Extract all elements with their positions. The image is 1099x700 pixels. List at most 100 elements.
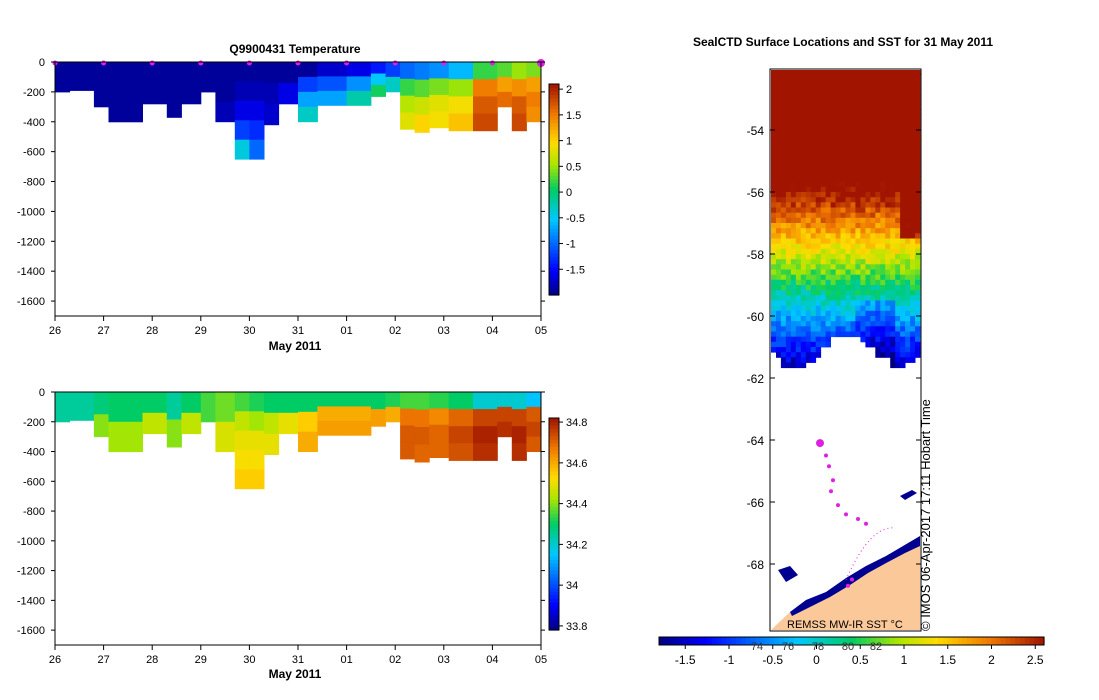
- sst-cell: [815, 341, 822, 348]
- sst-cell: [860, 109, 866, 115]
- sst-cell: [815, 352, 822, 358]
- sst-cell: [795, 228, 802, 234]
- colorbar-segment: [870, 637, 877, 645]
- sst-cell: [895, 78, 901, 84]
- sst-cell: [820, 300, 827, 307]
- sst-cell: [780, 223, 787, 229]
- sst-cell: [790, 316, 797, 322]
- sst-cell: [905, 161, 911, 167]
- sst-cell: [776, 171, 782, 177]
- sst-cell: [780, 207, 787, 214]
- sst-cell: [805, 357, 812, 363]
- section-cell: [511, 62, 527, 80]
- sst-cell: [840, 248, 846, 255]
- sst-cell: [805, 217, 812, 224]
- sst-cell: [895, 212, 901, 219]
- sst-cell: [810, 104, 817, 110]
- sst-cell: [835, 78, 841, 84]
- background-tick-label: 78: [812, 641, 824, 653]
- colorbar-segment: [549, 619, 559, 624]
- sst-cell: [875, 73, 881, 79]
- sst-cell: [895, 130, 901, 136]
- colorbar-segment: [861, 637, 867, 645]
- sst-cell: [805, 279, 812, 286]
- sst-cell: [875, 269, 881, 276]
- sst-cell: [885, 150, 891, 157]
- section-cell: [234, 81, 250, 102]
- colorbar-segment: [933, 637, 939, 645]
- colorbar-segment: [697, 637, 703, 645]
- sst-cell: [805, 341, 812, 348]
- sst-cell: [785, 207, 792, 214]
- sst-cell: [900, 202, 906, 208]
- sst-cell: [885, 352, 891, 358]
- sst-cell: [885, 326, 891, 332]
- sst-cell: [860, 155, 866, 162]
- sst-cell: [790, 93, 797, 100]
- sst-cell: [880, 321, 886, 327]
- sst-cell: [890, 352, 896, 358]
- sst-cell: [780, 119, 787, 126]
- sst-cell: [900, 259, 906, 265]
- sst-cell: [835, 186, 841, 193]
- sst-cell: [805, 264, 812, 270]
- sst-cell: [860, 70, 866, 76]
- sst-cell: [890, 321, 896, 327]
- sst-cell: [840, 135, 846, 141]
- coastal-ice-patch: [900, 490, 917, 500]
- sst-cell: [800, 223, 807, 229]
- colorbar-segment: [549, 256, 559, 261]
- section-cell: [385, 62, 401, 78]
- sst-cell: [840, 176, 846, 183]
- sst-cell: [800, 228, 807, 234]
- sst-cell: [771, 316, 777, 322]
- sst-cell: [895, 171, 901, 177]
- sst-cell: [785, 305, 792, 312]
- sst-cell: [780, 93, 787, 100]
- sst-cell: [910, 341, 916, 348]
- sst-cell: [790, 248, 797, 255]
- sst-cell: [890, 290, 896, 296]
- sst-cell: [860, 166, 866, 172]
- x-tick-label: 29: [195, 325, 207, 337]
- sst-cell: [890, 217, 896, 224]
- colorbar-segment: [947, 637, 954, 645]
- sst-cell: [780, 145, 787, 152]
- sst-cell: [840, 130, 846, 136]
- sst-cell: [771, 254, 777, 260]
- sst-cell: [835, 124, 841, 131]
- colorbar-segment: [991, 637, 997, 645]
- sst-cell: [880, 119, 886, 126]
- sst-cell: [776, 217, 782, 224]
- section-cell: [55, 392, 71, 423]
- sst-cell: [825, 212, 831, 219]
- sst-cell: [895, 207, 901, 214]
- sst-cell: [880, 285, 886, 291]
- lat-tick-label: -64: [747, 434, 765, 448]
- sst-cell: [900, 197, 906, 203]
- sst-cell: [835, 192, 841, 198]
- sst-cell: [905, 305, 911, 312]
- section-cell: [385, 392, 401, 408]
- sst-cell: [850, 274, 856, 281]
- colorbar-segment: [875, 637, 881, 645]
- sst-cell: [910, 264, 916, 270]
- sst-cell: [855, 99, 861, 105]
- section-cell: [370, 392, 386, 410]
- colorbar-segment: [914, 637, 920, 645]
- sst-cell: [845, 290, 851, 296]
- section-cell: [166, 419, 182, 448]
- colorbar-segment: [764, 637, 771, 645]
- sst-cell: [785, 228, 792, 234]
- y-tick-label: -200: [23, 417, 45, 429]
- sst-cell: [890, 119, 896, 126]
- sst-cell: [780, 264, 787, 270]
- sst-cell: [850, 73, 856, 79]
- sst-cell: [885, 279, 891, 286]
- sst-cell: [825, 290, 831, 296]
- colorbar-segment: [967, 637, 973, 645]
- colorbar-segment: [549, 133, 559, 138]
- sst-cell: [780, 217, 787, 224]
- sst-cell: [785, 331, 792, 338]
- colorbar-segment: [779, 637, 785, 645]
